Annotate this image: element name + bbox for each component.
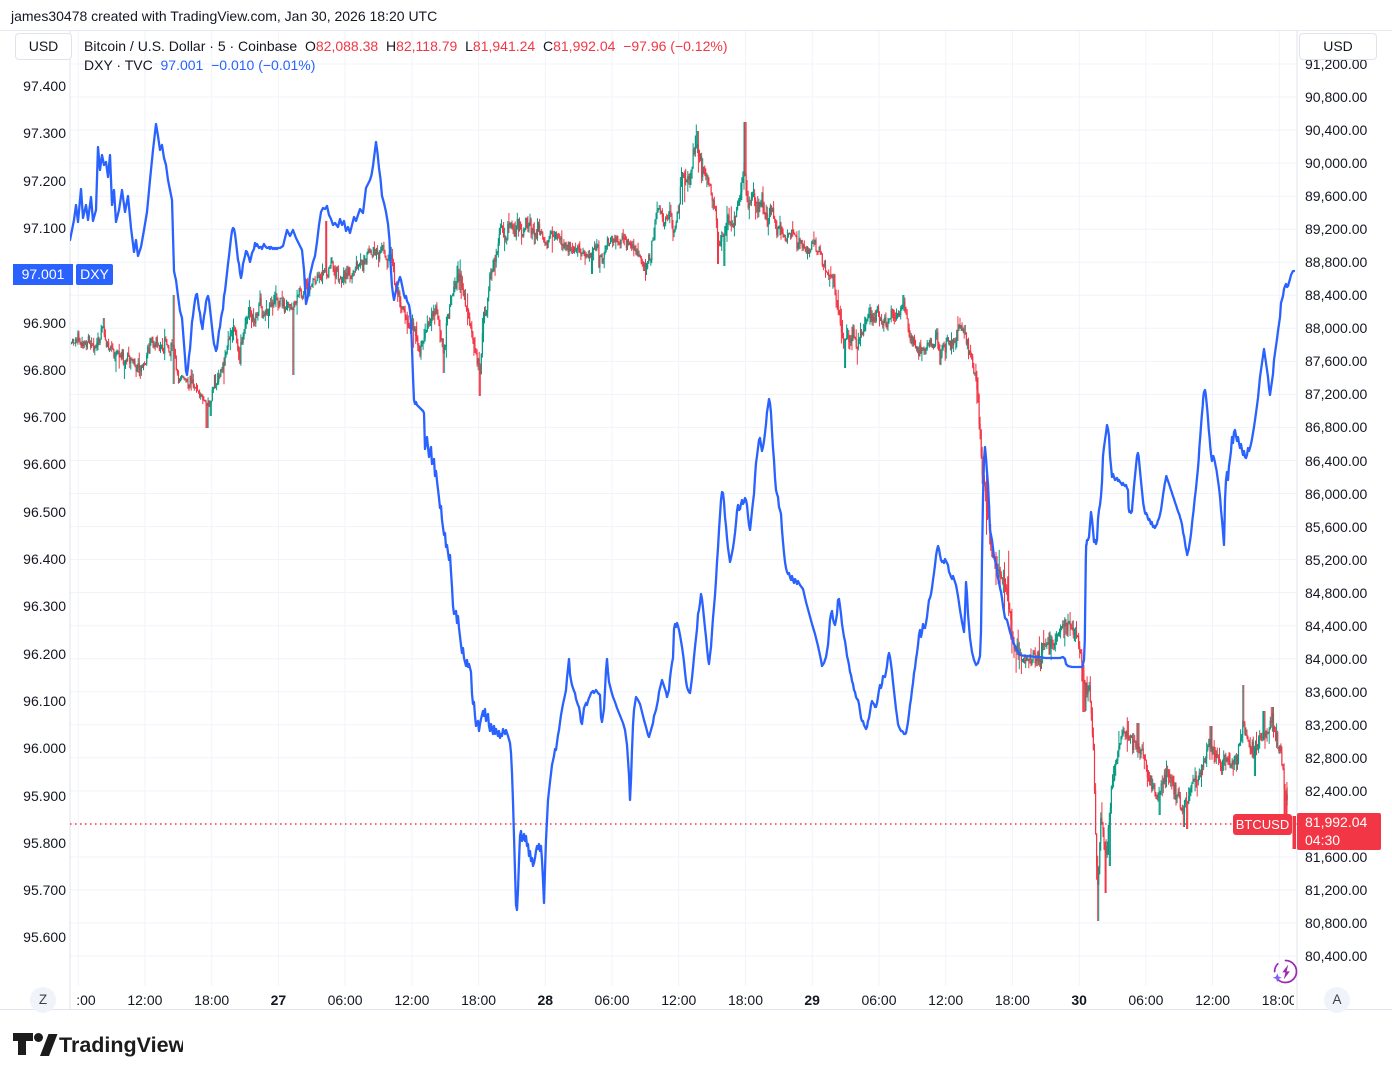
svg-text:TradingView: TradingView [59,1033,183,1057]
